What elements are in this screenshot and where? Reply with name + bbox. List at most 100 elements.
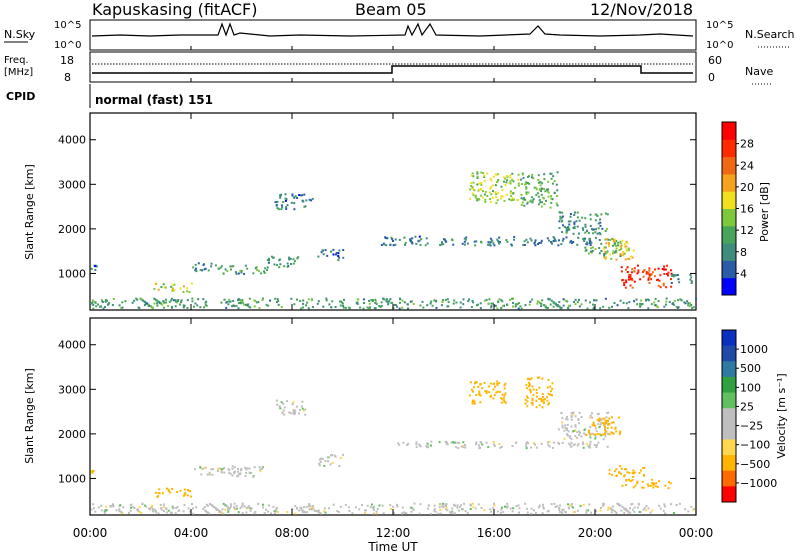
power-data-cell <box>478 182 481 185</box>
power-data-cell <box>527 175 529 178</box>
velocity-data-cell <box>535 406 538 409</box>
power-data-cell <box>491 240 494 243</box>
power-data-cell <box>154 282 157 285</box>
power-data-cell <box>476 175 479 178</box>
power-data-cell <box>589 240 591 243</box>
power-data-cell <box>256 301 258 304</box>
power-data-cell <box>665 286 668 289</box>
power-data-cell <box>630 277 633 280</box>
velocity-data-cell <box>625 484 627 487</box>
power-data-cell <box>550 177 553 180</box>
power-data-cell <box>464 238 467 241</box>
velocity-data-cell <box>579 431 581 434</box>
power-data-cell <box>274 201 277 204</box>
velocity-data-cell <box>566 423 569 426</box>
velocity-data-cell <box>247 506 250 509</box>
power-data-cell <box>90 302 93 305</box>
power-data-cell <box>640 299 643 302</box>
velocity-data-cell <box>509 507 512 510</box>
velocity-data-cell <box>283 413 286 416</box>
power-data-cell <box>584 231 587 234</box>
power-data-cell <box>559 217 562 220</box>
velocity-data-cell <box>358 508 361 511</box>
power-data-cell <box>286 265 289 268</box>
power-data-cell <box>604 246 607 249</box>
velocity-data-cell <box>611 416 613 419</box>
power-data-cell <box>573 301 575 303</box>
power-data-cell <box>172 299 175 302</box>
velocity-data-cell <box>302 409 305 412</box>
velocity-data-cell <box>503 387 506 390</box>
power-data-cell <box>517 173 520 176</box>
velocity-data-cell <box>339 505 342 508</box>
power-data-cell <box>625 248 628 251</box>
power-data-cell <box>472 194 475 197</box>
velocity-data-cell <box>526 378 529 381</box>
velocity-data-cell <box>475 381 478 384</box>
velocity-data-cell <box>608 469 611 472</box>
power-data-cell <box>648 273 651 276</box>
power-data-cell <box>415 242 418 245</box>
velocity-data-cell <box>530 446 532 449</box>
velocity-data-cell <box>206 504 209 507</box>
velocity-data-cell <box>227 506 230 509</box>
power-data-cell <box>470 306 473 308</box>
power-data-cell <box>484 198 487 201</box>
velocity-data-cell <box>517 504 520 507</box>
power-data-cell <box>672 303 675 306</box>
velocity-data-cell <box>406 444 409 446</box>
power-data-cell <box>592 303 594 306</box>
velocity-data-cell <box>549 393 552 396</box>
power-data-cell <box>551 242 553 245</box>
velocity-data-cell <box>654 485 657 488</box>
velocity-data-cell <box>535 399 538 402</box>
velocity-data-cell <box>464 446 467 449</box>
velocity-data-cell <box>574 429 577 432</box>
power-data-cell <box>622 253 625 256</box>
power-data-cell <box>547 188 550 191</box>
power-data-cell <box>342 306 345 309</box>
power-data-cell <box>379 305 382 308</box>
velocity-data-cell <box>138 511 141 513</box>
power-data-cell <box>673 273 676 276</box>
power-data-cell <box>599 221 602 224</box>
velocity-data-cell <box>570 503 573 505</box>
velocity-data-cell <box>245 511 248 514</box>
power-data-cell <box>398 238 401 241</box>
power-data-cell <box>171 297 173 300</box>
velocity-data-cell <box>304 413 307 416</box>
velocity-data-cell <box>618 504 621 507</box>
velocity-data-cell <box>479 394 482 397</box>
velocity-data-cell <box>450 441 453 444</box>
velocity-data-cell <box>94 510 97 513</box>
power-colorbar-segment <box>722 277 736 296</box>
velocity-data-cell <box>263 511 266 514</box>
power-data-cell <box>575 220 578 223</box>
velocity-data-cell <box>591 432 594 435</box>
velocity-data-cell <box>133 507 136 509</box>
velocity-data-cell <box>298 509 301 512</box>
velocity-data-cell <box>328 507 330 510</box>
velocity-data-cell <box>625 479 628 482</box>
velocity-data-cell <box>100 509 103 512</box>
velocity-data-cell <box>572 413 575 416</box>
velocity-data-cell <box>493 444 496 447</box>
time-x-axis: 00:00 04:00 08:00 12:00 16:00 20:00 00:00 <box>73 46 713 540</box>
velocity-data-cell <box>618 433 621 436</box>
velocity-data-cell <box>375 510 378 513</box>
power-data-cell <box>239 269 242 272</box>
velocity-data-cell <box>527 442 530 445</box>
power-data-cell <box>328 303 331 306</box>
power-data-cell <box>303 205 306 208</box>
power-data-cell <box>596 215 599 217</box>
velocity-data-cell <box>640 469 642 472</box>
power-data-cell <box>537 243 540 245</box>
power-data-cell <box>602 305 605 308</box>
power-data-cell <box>435 300 438 303</box>
power-data-cell <box>471 172 474 175</box>
power-data-cell <box>630 271 633 274</box>
power-data-cell <box>490 305 493 307</box>
power-data-cell <box>488 191 491 194</box>
